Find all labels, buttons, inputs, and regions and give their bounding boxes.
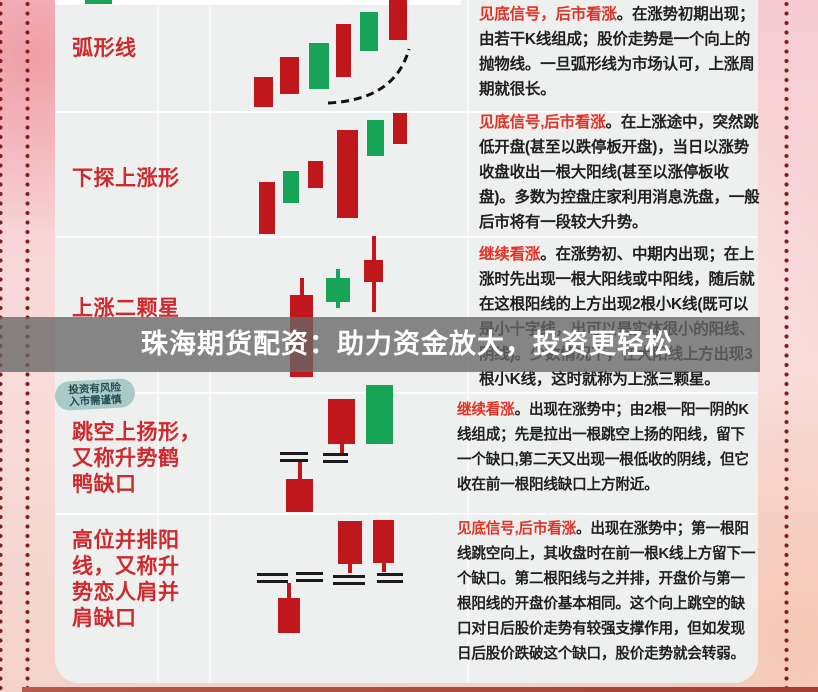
description-body-text: 。出现在涨势中；由2根一阳一阴的K线组成；先是拉出一根跳空上扬的阳线，留下一个缺…: [457, 402, 749, 493]
pattern-description: 见底信号,后市看涨。在上涨途中，突然跳低开盘(甚至以跌停板开盘)，当日以涨势收盘…: [479, 110, 763, 235]
description-body-text: 。在涨势初期出现；由若干K线组成；股价走势是一个向上的抛物线。一旦弧形线为市场认…: [479, 6, 755, 98]
row-divider: [56, 236, 757, 238]
top-row-cutoff-strip: [55, 0, 461, 5]
signal-lead-text: 见底信号,后市看涨: [457, 521, 577, 537]
row-divider: [56, 392, 757, 394]
bottom-edge-strip: [22, 687, 818, 692]
row-divider: [56, 111, 757, 113]
risk-disclaimer-badge: 投资有风险 入市需谨慎: [54, 377, 136, 412]
signal-lead-text: 继续看涨: [479, 246, 541, 263]
pattern-label-parallel-yang: 高位并排阳 线，又称升 势恋人肩并 肩缺口: [72, 529, 180, 630]
pattern-label-arc-line: 弧形线: [72, 37, 137, 60]
description-body-text: 。出现在涨势中；第一根阳线跳空向上，其收盘时在前一根K线上方留下一个缺口。第二根…: [457, 521, 756, 662]
signal-lead-text: 见底信号,后市看涨: [479, 114, 606, 131]
pattern-label-two-stars: 上涨二颗星: [72, 297, 180, 320]
description-body-text: 。在上涨途中，突然跳低开盘(甚至以跌停板开盘)，当日以涨势收盘收出一根大阳线(甚…: [479, 114, 760, 231]
dotted-border-right: [784, 0, 789, 692]
pattern-description: 见底信号，后市看涨。在涨势初期出现；由若干K线组成；股价走势是一个向上的抛物线。…: [479, 2, 763, 102]
signal-lead-text: 见底信号，后市看涨: [479, 6, 617, 23]
pattern-label-probe-rise: 下探上涨形: [72, 167, 180, 190]
row-divider: [56, 513, 757, 515]
signal-lead-text: 继续看涨: [457, 402, 515, 418]
watermark-text: 珠海期货配资：助力资金放大，投资更轻松: [141, 329, 673, 359]
pattern-description: 继续看涨。出现在涨势中；由2根一阳一阴的K线组成；先是拉出一根跳空上扬的阳线，留…: [457, 398, 757, 498]
pattern-description: 见底信号,后市看涨。出现在涨势中；第一根阳线跳空向上，其收盘时在前一根K线上方留…: [457, 517, 757, 667]
cutoff-green-candle-fragment: [85, 0, 112, 4]
watermark-band: 珠海期货配资：助力资金放大，投资更轻松: [0, 317, 760, 372]
pattern-label-gap-up: 跳空上扬形， 又称升势鹤 鸭缺口: [72, 421, 201, 496]
